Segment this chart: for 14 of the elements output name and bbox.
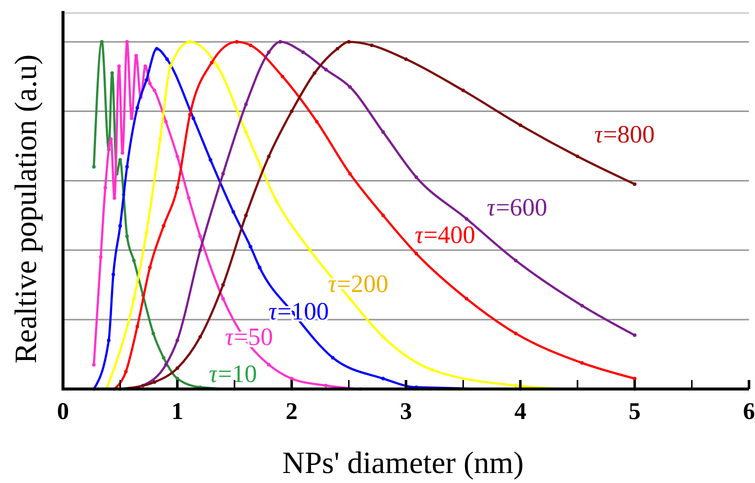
series-label: τ=800 bbox=[594, 122, 655, 148]
x-tick-label: 2 bbox=[286, 399, 298, 425]
y-axis-title: Realtive population (a.u) bbox=[8, 54, 43, 364]
x-tick-label: 0 bbox=[57, 399, 69, 425]
series-label: τ=10 bbox=[208, 361, 257, 388]
x-tick-label: 4 bbox=[514, 399, 526, 425]
x-tick-label: 1 bbox=[171, 399, 184, 425]
x-axis-title: NPs' diameter (nm) bbox=[282, 445, 524, 480]
series-label: τ=400 bbox=[414, 222, 476, 250]
x-tick-label: 6 bbox=[743, 399, 755, 425]
series-label: τ=200 bbox=[328, 270, 388, 298]
x-tick-label: 5 bbox=[628, 399, 641, 425]
x-tick-label: 3 bbox=[400, 399, 412, 425]
series-label: τ=600 bbox=[486, 194, 548, 222]
